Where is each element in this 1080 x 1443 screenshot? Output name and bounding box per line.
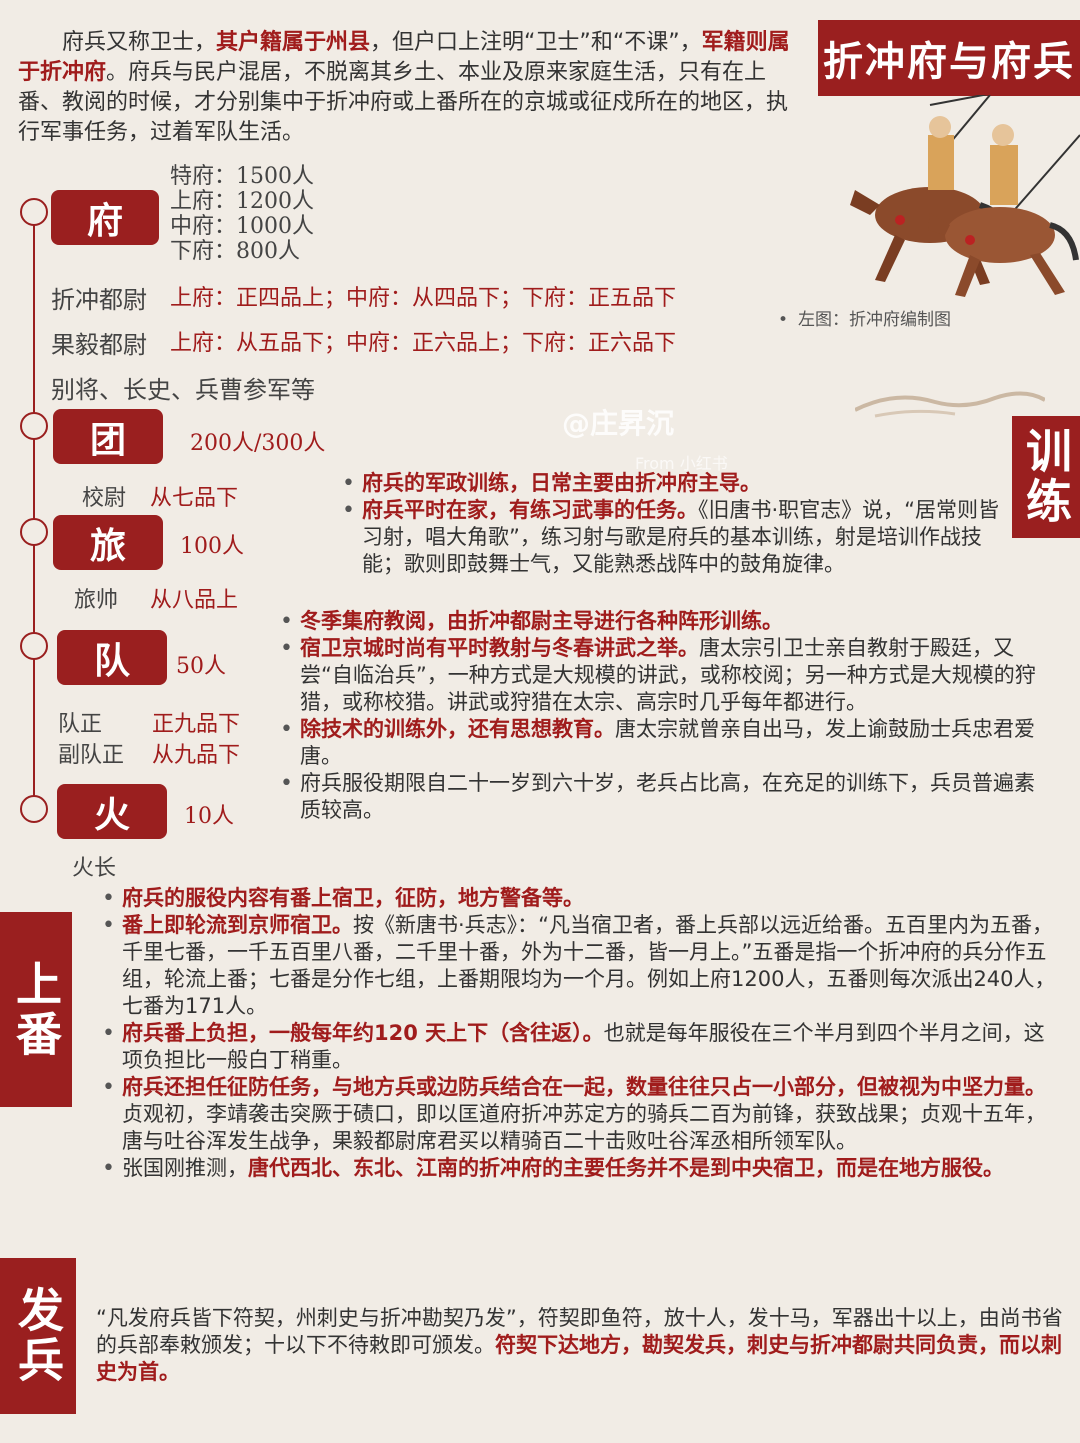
list-item: 张国刚推测，唐代西北、东北、江南的折冲府的主要任务并不是到中央宿卫，而是在地方服… — [100, 1155, 1065, 1182]
list-item: 府兵还担任征防任务，与地方兵或边防兵结合在一起，数量往往只占一小部分，但被视为中… — [100, 1074, 1065, 1155]
unit-lv-box: 旅 — [53, 515, 163, 570]
section-tab-shangfan: 上番 — [0, 912, 72, 1107]
timeline-dot — [20, 632, 48, 660]
unit-dui-box: 队 — [57, 630, 167, 685]
fu-size-lower: 下府：800人 — [170, 239, 300, 264]
cavalry-illustration — [850, 95, 1080, 297]
list-item: 冬季集府教阅，由折冲都尉主导进行各种阵形训练。 — [278, 608, 1053, 635]
dui-officer1: 队正 — [58, 712, 103, 737]
intro-paragraph: 府兵又称卫士，其户籍属于州县，但户口上注明“卫士”和“不课”，军籍则属于折冲府。… — [18, 30, 790, 145]
timeline-dot — [20, 198, 48, 226]
list-item: 府兵的服役内容有番上宿卫，征防，地方警备等。 — [100, 885, 1065, 912]
tuan-officer: 校尉 — [82, 486, 127, 511]
section-tab-fabing: 发兵 — [0, 1258, 76, 1414]
training-list-2: 冬季集府教阅，由折冲都尉主导进行各种阵形训练。 宿卫京城时尚有平时教射与冬春讲武… — [278, 608, 1053, 824]
watermark: @庄昇沉 — [562, 407, 675, 440]
list-item: 府兵番上负担，一般每年约120 天上下（含往返）。也就是每年服役在三个半月到四个… — [100, 1020, 1065, 1074]
other-officers: 别将、长史、兵曹参军等 — [51, 376, 315, 404]
lv-size: 100人 — [180, 534, 244, 559]
unit-fu-box: 府 — [51, 190, 159, 245]
fabing-paragraph: “凡发府兵皆下符契，州刺史与折冲勘契乃发”，符契即鱼符，放十人，发十马，军器出十… — [96, 1306, 1063, 1384]
unit-huo-box: 火 — [57, 784, 167, 839]
timeline-line — [33, 208, 35, 808]
tuan-rank: 从七品下 — [150, 486, 239, 511]
dui-rank2: 从九品下 — [152, 743, 241, 768]
list-item: 府兵服役期限自二十一岁到六十岁，老兵占比高，在充足的训练下，兵员普遍素质较高。 — [278, 770, 1053, 824]
unit-tuan-box: 团 — [53, 409, 163, 464]
guoyi-title: 果毅都尉 — [51, 331, 147, 359]
list-item: 府兵的军政训练，日常主要由折冲府主导。 — [340, 470, 1000, 497]
lv-officer: 旅帅 — [74, 588, 119, 613]
list-item: 番上即轮流到京师宿卫。按《新唐书·兵志》：“凡当宿卫者，番上兵部以远近给番。五百… — [100, 912, 1065, 1020]
huo-size: 10人 — [184, 804, 234, 829]
page-title: 折冲府与府兵 — [818, 20, 1080, 96]
timeline-dot — [20, 795, 48, 823]
cloud-decoration — [855, 391, 1045, 418]
list-item: 宿卫京城时尚有平时教射与冬春讲武之举。唐太宗引卫士亲自教射于殿廷，又尝“自临治兵… — [278, 635, 1053, 716]
illustration-caption: 左图：折冲府编制图 — [778, 305, 951, 330]
zhechong-ranks: 上府：正四品上；中府：从四品下；下府：正五品下 — [170, 286, 677, 311]
dui-size: 50人 — [176, 654, 226, 679]
dui-officer2: 副队正 — [58, 743, 125, 768]
list-item: 除技术的训练外，还有思想教育。唐太宗就曾亲自出马，发上谕鼓励士兵忠君爱唐。 — [278, 716, 1053, 770]
training-list: 府兵的军政训练，日常主要由折冲府主导。 府兵平时在家，有练习武事的任务。《旧唐书… — [340, 470, 1000, 578]
guoyi-ranks: 上府：从五品下；中府：正六品上；下府：正六品下 — [170, 331, 677, 356]
huo-officer: 火长 — [72, 856, 117, 881]
watermark-sub: From 小红书 — [635, 454, 728, 473]
fu-size-upper: 上府：1200人 — [170, 189, 314, 214]
lv-rank: 从八品上 — [150, 588, 239, 613]
timeline-dot — [20, 412, 48, 440]
fu-size-special: 特府：1500人 — [170, 164, 314, 189]
fu-size-middle: 中府：1000人 — [170, 214, 314, 239]
zhechong-title: 折冲都尉 — [51, 286, 147, 314]
tuan-size: 200人/300人 — [190, 431, 326, 456]
shangfan-list: 府兵的服役内容有番上宿卫，征防，地方警备等。 番上即轮流到京师宿卫。按《新唐书·… — [100, 885, 1065, 1182]
list-item: 府兵平时在家，有练习武事的任务。《旧唐书·职官志》说，“居常则皆习射，唱大角歌”… — [340, 497, 1000, 578]
section-tab-training: 训练 — [1012, 416, 1080, 538]
dui-rank1: 正九品下 — [152, 712, 241, 737]
timeline-dot — [20, 518, 48, 546]
